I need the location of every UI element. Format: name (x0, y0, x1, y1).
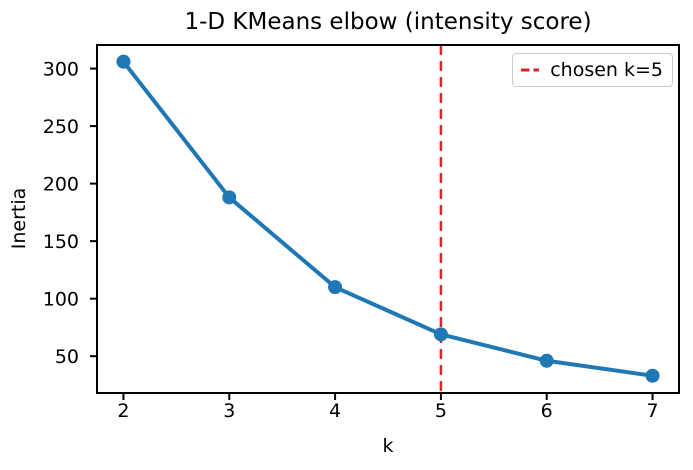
x-tick-label: 7 (646, 400, 658, 422)
x-tick-label: 4 (329, 400, 341, 422)
axes-frame (96, 44, 680, 394)
data-point (328, 280, 343, 295)
y-tick-label: 100 (43, 289, 79, 311)
legend-entry-label: chosen k=5 (550, 58, 663, 81)
x-tick-label: 6 (541, 400, 553, 422)
y-tick-label: 250 (43, 116, 79, 138)
y-axis-label: Inertia (8, 188, 30, 250)
x-tick-label: 3 (223, 400, 235, 422)
legend: chosen k=5 (512, 53, 673, 87)
x-tick-label: 2 (117, 400, 129, 422)
legend-dashed-line-icon (521, 68, 540, 72)
inertia-line (121, 59, 655, 378)
data-point (539, 353, 554, 368)
data-point (222, 190, 237, 205)
y-tick-label: 200 (43, 174, 79, 196)
y-tick-label: 50 (55, 346, 79, 368)
x-tick-label: 5 (435, 400, 447, 422)
data-point (645, 368, 660, 383)
data-point (116, 54, 131, 69)
chart-title: 1-D KMeans elbow (intensity score) (184, 9, 592, 35)
y-tick-label: 300 (43, 59, 79, 81)
data-point (433, 327, 448, 342)
y-tick-label: 150 (43, 231, 79, 253)
x-axis-label: k (382, 435, 393, 457)
